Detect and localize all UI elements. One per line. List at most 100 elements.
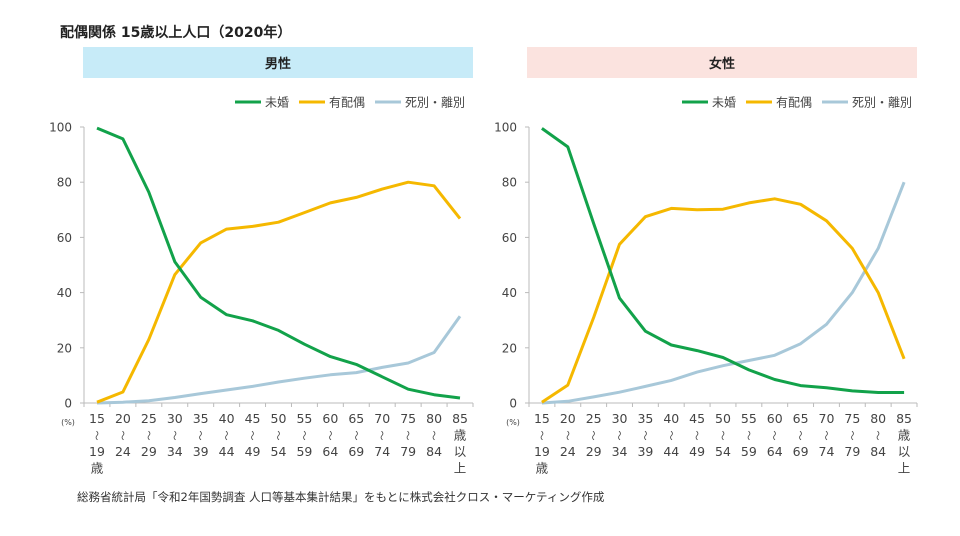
y-tick-label: 100: [49, 121, 72, 135]
x-tick-label: 54: [271, 444, 287, 459]
x-tick-label: 〜: [638, 431, 649, 441]
x-tick-label: 44: [219, 444, 235, 459]
legend-label: 死別・離別: [852, 96, 912, 110]
y-tick-label: 20: [502, 341, 517, 355]
y-tick-label: 20: [57, 341, 72, 355]
x-tick-label: 〜: [535, 431, 546, 441]
x-tick-label: 79: [844, 444, 860, 459]
x-tick-label: 上: [454, 461, 467, 476]
x-tick-label: 24: [560, 444, 576, 459]
y-tick-label: 40: [57, 286, 72, 300]
male-panel-header: 男性: [83, 47, 473, 78]
source-footnote: 総務省統計局「令和2年国勢調査 人口等基本集計結果」をもとに株式会社クロス・マー…: [77, 490, 605, 504]
y-axis-unit: (%): [506, 418, 520, 427]
y-tick-label: 60: [57, 231, 72, 245]
x-tick-label: 〜: [664, 431, 675, 441]
x-tick-label: 〜: [168, 431, 179, 441]
x-tick-label: 59: [296, 444, 312, 459]
x-tick-label: 75: [400, 411, 416, 426]
x-tick-label: 〜: [613, 431, 624, 441]
x-tick-label: 〜: [794, 431, 805, 441]
x-tick-label: 歳: [91, 461, 104, 476]
x-tick-label: 〜: [768, 431, 779, 441]
x-tick-label: 〜: [716, 431, 727, 441]
x-tick-label: 29: [586, 444, 602, 459]
x-tick-label: 〜: [297, 431, 308, 441]
x-tick-label: 〜: [845, 431, 856, 441]
x-tick-label: 以: [898, 444, 911, 459]
male-chart: 0 20 40 60 80 100 (%) 15 〜 19 歳 20 〜 24 25 〜 29 30 〜 34 35 〜 3…: [49, 96, 474, 476]
female-chart: 0 20 40 60 80 100 (%) 15 〜 19 歳 20 〜 24 25 〜 29 30 〜 34 35 〜 3…: [494, 96, 918, 476]
chart-title: 配偶関係 15歳以上人口（2020年）: [60, 25, 292, 41]
x-tick-label: 20: [115, 411, 131, 426]
x-tick-label: 65: [793, 411, 809, 426]
x-tick-label: 69: [793, 444, 809, 459]
x-tick-label: 25: [586, 411, 602, 426]
x-tick-label: 15: [534, 411, 550, 426]
x-tick-label: 〜: [272, 431, 283, 441]
x-tick-label: 上: [898, 461, 911, 476]
y-axis-unit: (%): [61, 418, 75, 427]
x-tick-label: 〜: [246, 431, 257, 441]
legend-label: 有配偶: [776, 96, 812, 110]
x-tick-label: 39: [193, 444, 209, 459]
x-tick-label: 29: [141, 444, 157, 459]
x-tick-label: 20: [560, 411, 576, 426]
x-tick-label: 歳: [454, 428, 467, 443]
x-tick-label: 54: [715, 444, 731, 459]
x-tick-label: 34: [167, 444, 183, 459]
x-tick-label: 39: [637, 444, 653, 459]
x-tick-label: 55: [741, 411, 757, 426]
x-tick-label: 84: [426, 444, 442, 459]
x-tick-label: 〜: [116, 431, 127, 441]
series-line-死別・離別: [96, 315, 462, 405]
legend-label: 死別・離別: [405, 96, 465, 110]
x-tick-label: 44: [663, 444, 679, 459]
x-tick-label: 〜: [690, 431, 701, 441]
x-tick-label: 〜: [561, 431, 572, 441]
x-tick-label: 65: [348, 411, 364, 426]
x-tick-label: 〜: [90, 431, 101, 441]
series-line-有配偶: [96, 180, 462, 404]
x-tick-label: 34: [612, 444, 628, 459]
female-panel-header: 女性: [527, 47, 917, 78]
series-line-有配偶: [541, 197, 906, 404]
x-tick-label: 80: [870, 411, 886, 426]
y-tick-label: 0: [509, 397, 517, 411]
x-tick-label: 64: [767, 444, 783, 459]
x-tick-label: 〜: [142, 431, 153, 441]
x-tick-label: 〜: [819, 431, 830, 441]
x-tick-label: 歳: [898, 428, 911, 443]
x-tick-label: 24: [115, 444, 131, 459]
x-tick-label: 69: [348, 444, 364, 459]
legend-label: 有配偶: [329, 96, 365, 110]
x-tick-label: 〜: [220, 431, 231, 441]
x-tick-label: 30: [612, 411, 628, 426]
x-tick-label: 19: [534, 444, 550, 459]
series-line-未婚: [96, 126, 461, 400]
x-tick-label: 74: [374, 444, 390, 459]
x-tick-label: 80: [426, 411, 442, 426]
x-tick-label: 25: [141, 411, 157, 426]
x-tick-label: 〜: [742, 431, 753, 441]
x-tick-label: 45: [689, 411, 705, 426]
x-tick-label: 85: [452, 411, 468, 426]
x-tick-label: 35: [193, 411, 209, 426]
x-tick-label: 19: [89, 444, 105, 459]
x-tick-label: 〜: [375, 431, 386, 441]
x-tick-label: 15: [89, 411, 105, 426]
x-tick-label: 以: [454, 444, 467, 459]
x-tick-label: 49: [245, 444, 261, 459]
x-tick-label: 79: [400, 444, 416, 459]
x-tick-label: 35: [637, 411, 653, 426]
x-tick-label: 〜: [427, 431, 438, 441]
x-tick-label: 40: [219, 411, 235, 426]
x-tick-label: 64: [322, 444, 338, 459]
x-tick-label: 〜: [401, 431, 412, 441]
x-tick-label: 75: [844, 411, 860, 426]
x-tick-label: 歳: [536, 461, 549, 476]
legend-label: 未婚: [712, 96, 736, 110]
y-tick-label: 40: [502, 286, 517, 300]
x-tick-label: 60: [322, 411, 338, 426]
